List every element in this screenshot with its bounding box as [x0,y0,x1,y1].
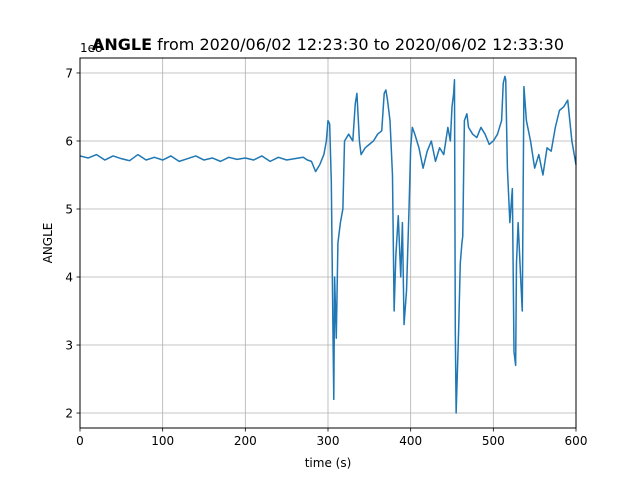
y-tick-label: 6 [65,134,73,148]
y-tick-label: 5 [65,202,73,216]
y-tick-label: 7 [65,66,73,80]
y-tick-label: 3 [65,339,73,353]
x-axis-label: time (s) [305,456,352,470]
x-tick-label: 0 [76,434,84,448]
x-tick-label: 500 [482,434,505,448]
y-tick-label: 4 [65,271,73,285]
plot-area [79,75,577,414]
series-line-1 [79,75,577,414]
y-axis-ticks: 2 3 4 5 6 7 [65,66,80,421]
x-tick-label: 100 [151,434,174,448]
y-axis-label: ANGLE [41,223,55,264]
y-axis-multiplier: 1e8 [80,41,103,55]
x-tick-label: 300 [317,434,340,448]
x-tick-label: 200 [234,434,257,448]
chart-title-rest: from 2020/06/02 12:23:30 to 2020/06/02 1… [152,35,564,54]
y-tick-label: 2 [65,407,73,421]
x-tick-label: 400 [399,434,422,448]
x-tick-label: 600 [565,434,588,448]
chart-title: ANGLE from 2020/06/02 12:23:30 to 2020/0… [92,35,564,54]
x-axis-ticks: 0 100 200 300 400 500 600 [76,428,587,448]
chart-title-bold: ANGLE [92,35,152,54]
grid-lines [79,58,577,428]
